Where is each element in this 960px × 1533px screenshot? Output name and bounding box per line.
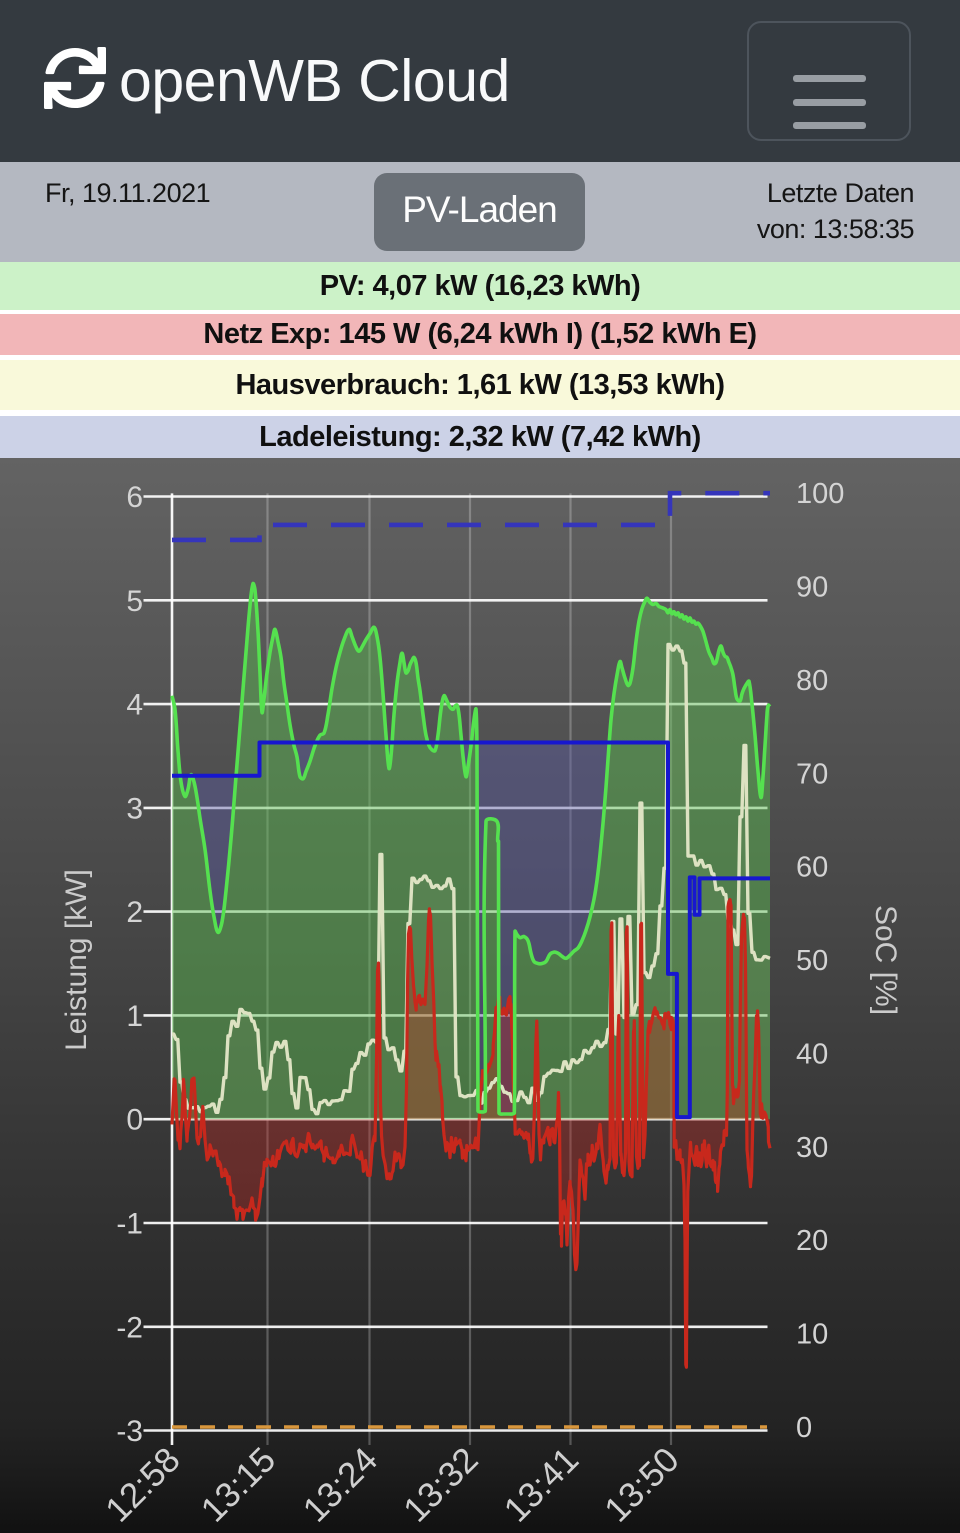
svg-text:80: 80: [796, 665, 828, 697]
svg-text:30: 30: [796, 1132, 828, 1164]
svg-text:1: 1: [126, 1000, 143, 1033]
svg-text:13:15: 13:15: [194, 1440, 284, 1530]
svg-text:5: 5: [126, 585, 143, 618]
svg-text:0: 0: [796, 1412, 812, 1444]
svg-text:100: 100: [796, 478, 844, 510]
svg-text:13:41: 13:41: [497, 1440, 587, 1530]
svg-text:13:24: 13:24: [296, 1440, 386, 1530]
svg-text:13:50: 13:50: [597, 1440, 687, 1530]
svg-text:SoC [%]: SoC [%]: [869, 905, 902, 1015]
svg-text:4: 4: [126, 689, 143, 722]
svg-text:50: 50: [796, 945, 828, 977]
svg-text:20: 20: [796, 1225, 828, 1257]
svg-text:0: 0: [126, 1104, 143, 1137]
svg-text:-3: -3: [116, 1415, 143, 1448]
svg-text:10: 10: [796, 1319, 828, 1351]
svg-text:40: 40: [796, 1039, 828, 1071]
svg-text:Leistung [kW]: Leistung [kW]: [60, 869, 93, 1051]
svg-text:3: 3: [126, 792, 143, 825]
svg-text:2: 2: [126, 896, 143, 929]
svg-text:-1: -1: [116, 1208, 143, 1241]
svg-text:12:58: 12:58: [98, 1440, 188, 1530]
svg-text:13:32: 13:32: [396, 1440, 486, 1530]
svg-text:70: 70: [796, 758, 828, 790]
svg-text:6: 6: [126, 481, 143, 514]
svg-text:60: 60: [796, 852, 828, 884]
svg-text:-2: -2: [116, 1311, 143, 1344]
svg-text:90: 90: [796, 572, 828, 604]
